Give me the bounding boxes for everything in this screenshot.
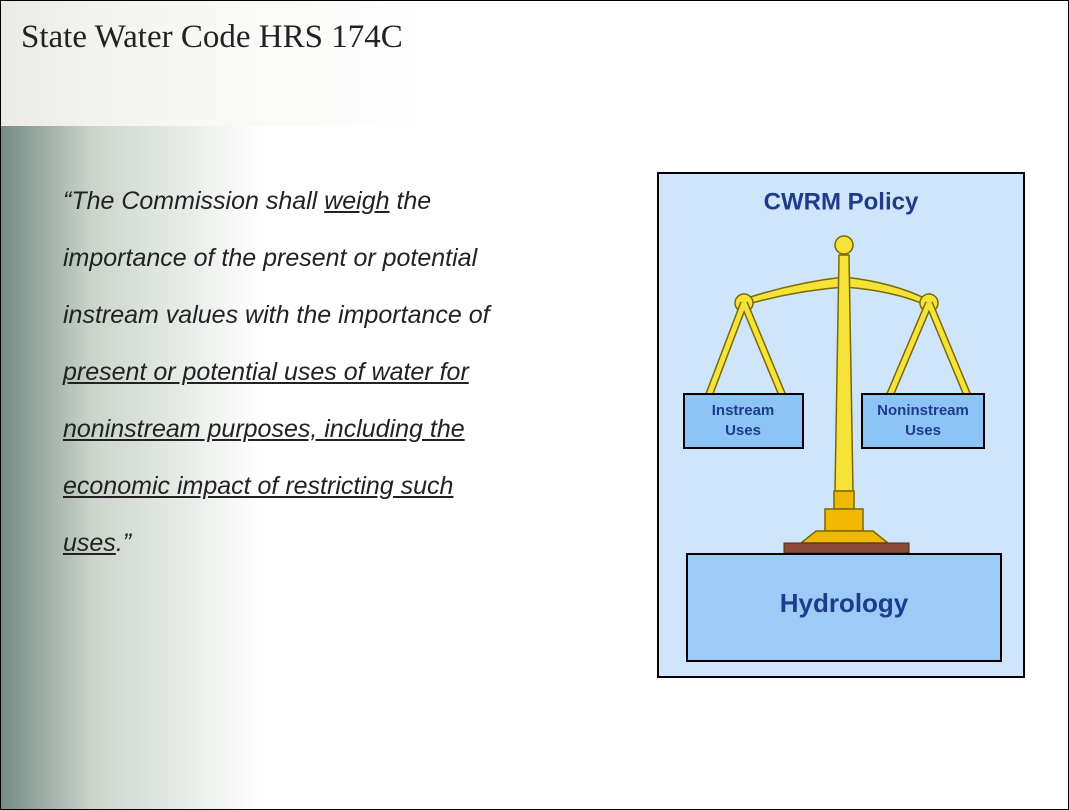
noninstream-label: Noninstream: [877, 402, 969, 419]
noninstream-label: Uses: [905, 422, 941, 439]
instream-label: Uses: [725, 422, 761, 439]
scale-base: [784, 543, 909, 553]
slide: State Water Code HRS 174C “The Commissio…: [0, 0, 1069, 810]
hydrology-label: Hydrology: [780, 588, 909, 618]
diagram: CWRM Policy Instream Uses Noninstream Us…: [1, 1, 1068, 809]
instream-label: Instream: [712, 402, 775, 419]
policy-label: CWRM Policy: [764, 188, 919, 215]
